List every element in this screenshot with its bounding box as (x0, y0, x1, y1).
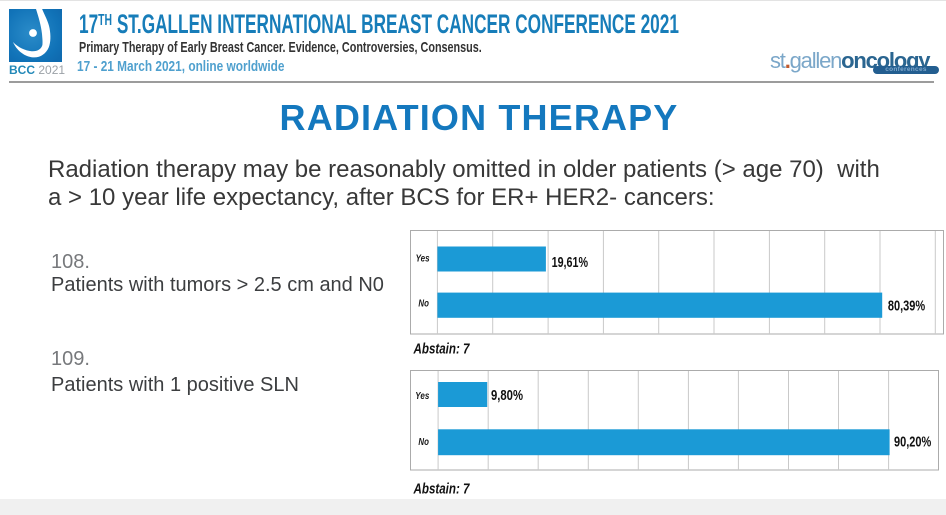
svg-text:80,39%: 80,39% (888, 299, 925, 315)
svg-text:9,80%: 9,80% (491, 388, 523, 404)
svg-text:No: No (418, 297, 429, 309)
svg-text:Yes: Yes (415, 390, 429, 402)
svg-text:No: No (418, 436, 429, 448)
svg-text:Abstain: 7: Abstain: 7 (413, 480, 470, 497)
svg-text:Abstain: 7: Abstain: 7 (413, 341, 470, 358)
svg-text:Yes: Yes (416, 253, 430, 265)
svg-text:19,61%: 19,61% (552, 255, 588, 271)
svg-text:90,20%: 90,20% (894, 435, 931, 451)
